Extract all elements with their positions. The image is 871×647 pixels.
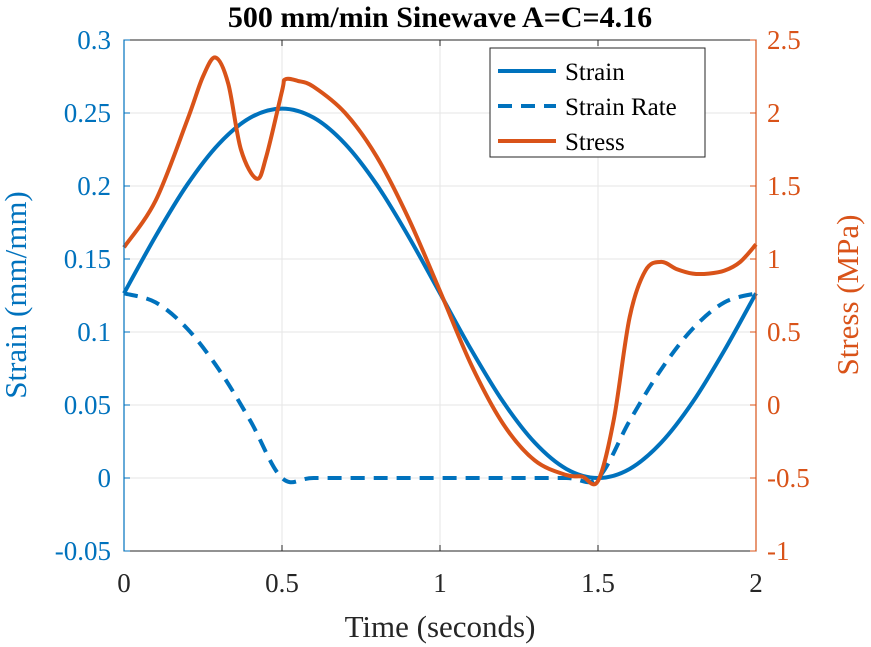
series-layer	[122, 55, 758, 487]
ticks: 0 0.5 1 1.5 2-0.0500.050.10.150.20.250.3-1-0…	[55, 25, 810, 598]
legend-label-strain-rate: Strain Rate	[565, 94, 677, 121]
y-left-tick-label: -0.05	[55, 536, 111, 566]
legend-label-strain: Strain	[565, 59, 625, 86]
x-tick-label: 1.5	[581, 568, 615, 598]
y-right-tick-label: 1.5	[767, 171, 801, 201]
y-left-tick-label: 0.25	[64, 98, 111, 128]
y-left-tick-label: 0.3	[77, 25, 111, 55]
y-right-tick-label: -1	[767, 536, 790, 566]
x-tick-label: 2	[749, 568, 763, 598]
y-left-tick-label: 0.15	[64, 244, 111, 274]
y-axis-right-label: Stress (MPa)	[830, 214, 865, 375]
y-right-tick-label: 0.5	[767, 317, 801, 347]
series-stress-line	[122, 55, 758, 487]
y-left-tick-label: 0	[98, 463, 112, 493]
y-right-tick-label: -0.5	[767, 463, 810, 493]
y-left-tick-label: 0.1	[77, 317, 111, 347]
y-right-tick-label: 2.5	[767, 25, 801, 55]
chart-title: 500 mm/min Sinewave A=C=4.16	[228, 1, 652, 34]
y-right-tick-label: 2	[767, 98, 781, 128]
legend-label-stress: Stress	[565, 129, 625, 156]
legend-box	[489, 47, 706, 158]
x-tick-label: 0	[117, 568, 131, 598]
y-right-tick-label: 0	[767, 390, 781, 420]
x-tick-label: 0.5	[265, 568, 299, 598]
y-axis-left-label: Strain (mm/mm)	[0, 191, 33, 399]
y-right-tick-label: 1	[767, 244, 781, 274]
x-axis-label: Time (seconds)	[345, 609, 536, 644]
x-tick-label: 1	[433, 568, 447, 598]
y-left-tick-label: 0.2	[77, 171, 111, 201]
legend: Strain Strain Rate Stress	[489, 47, 706, 158]
y-left-tick-label: 0.05	[64, 390, 111, 420]
